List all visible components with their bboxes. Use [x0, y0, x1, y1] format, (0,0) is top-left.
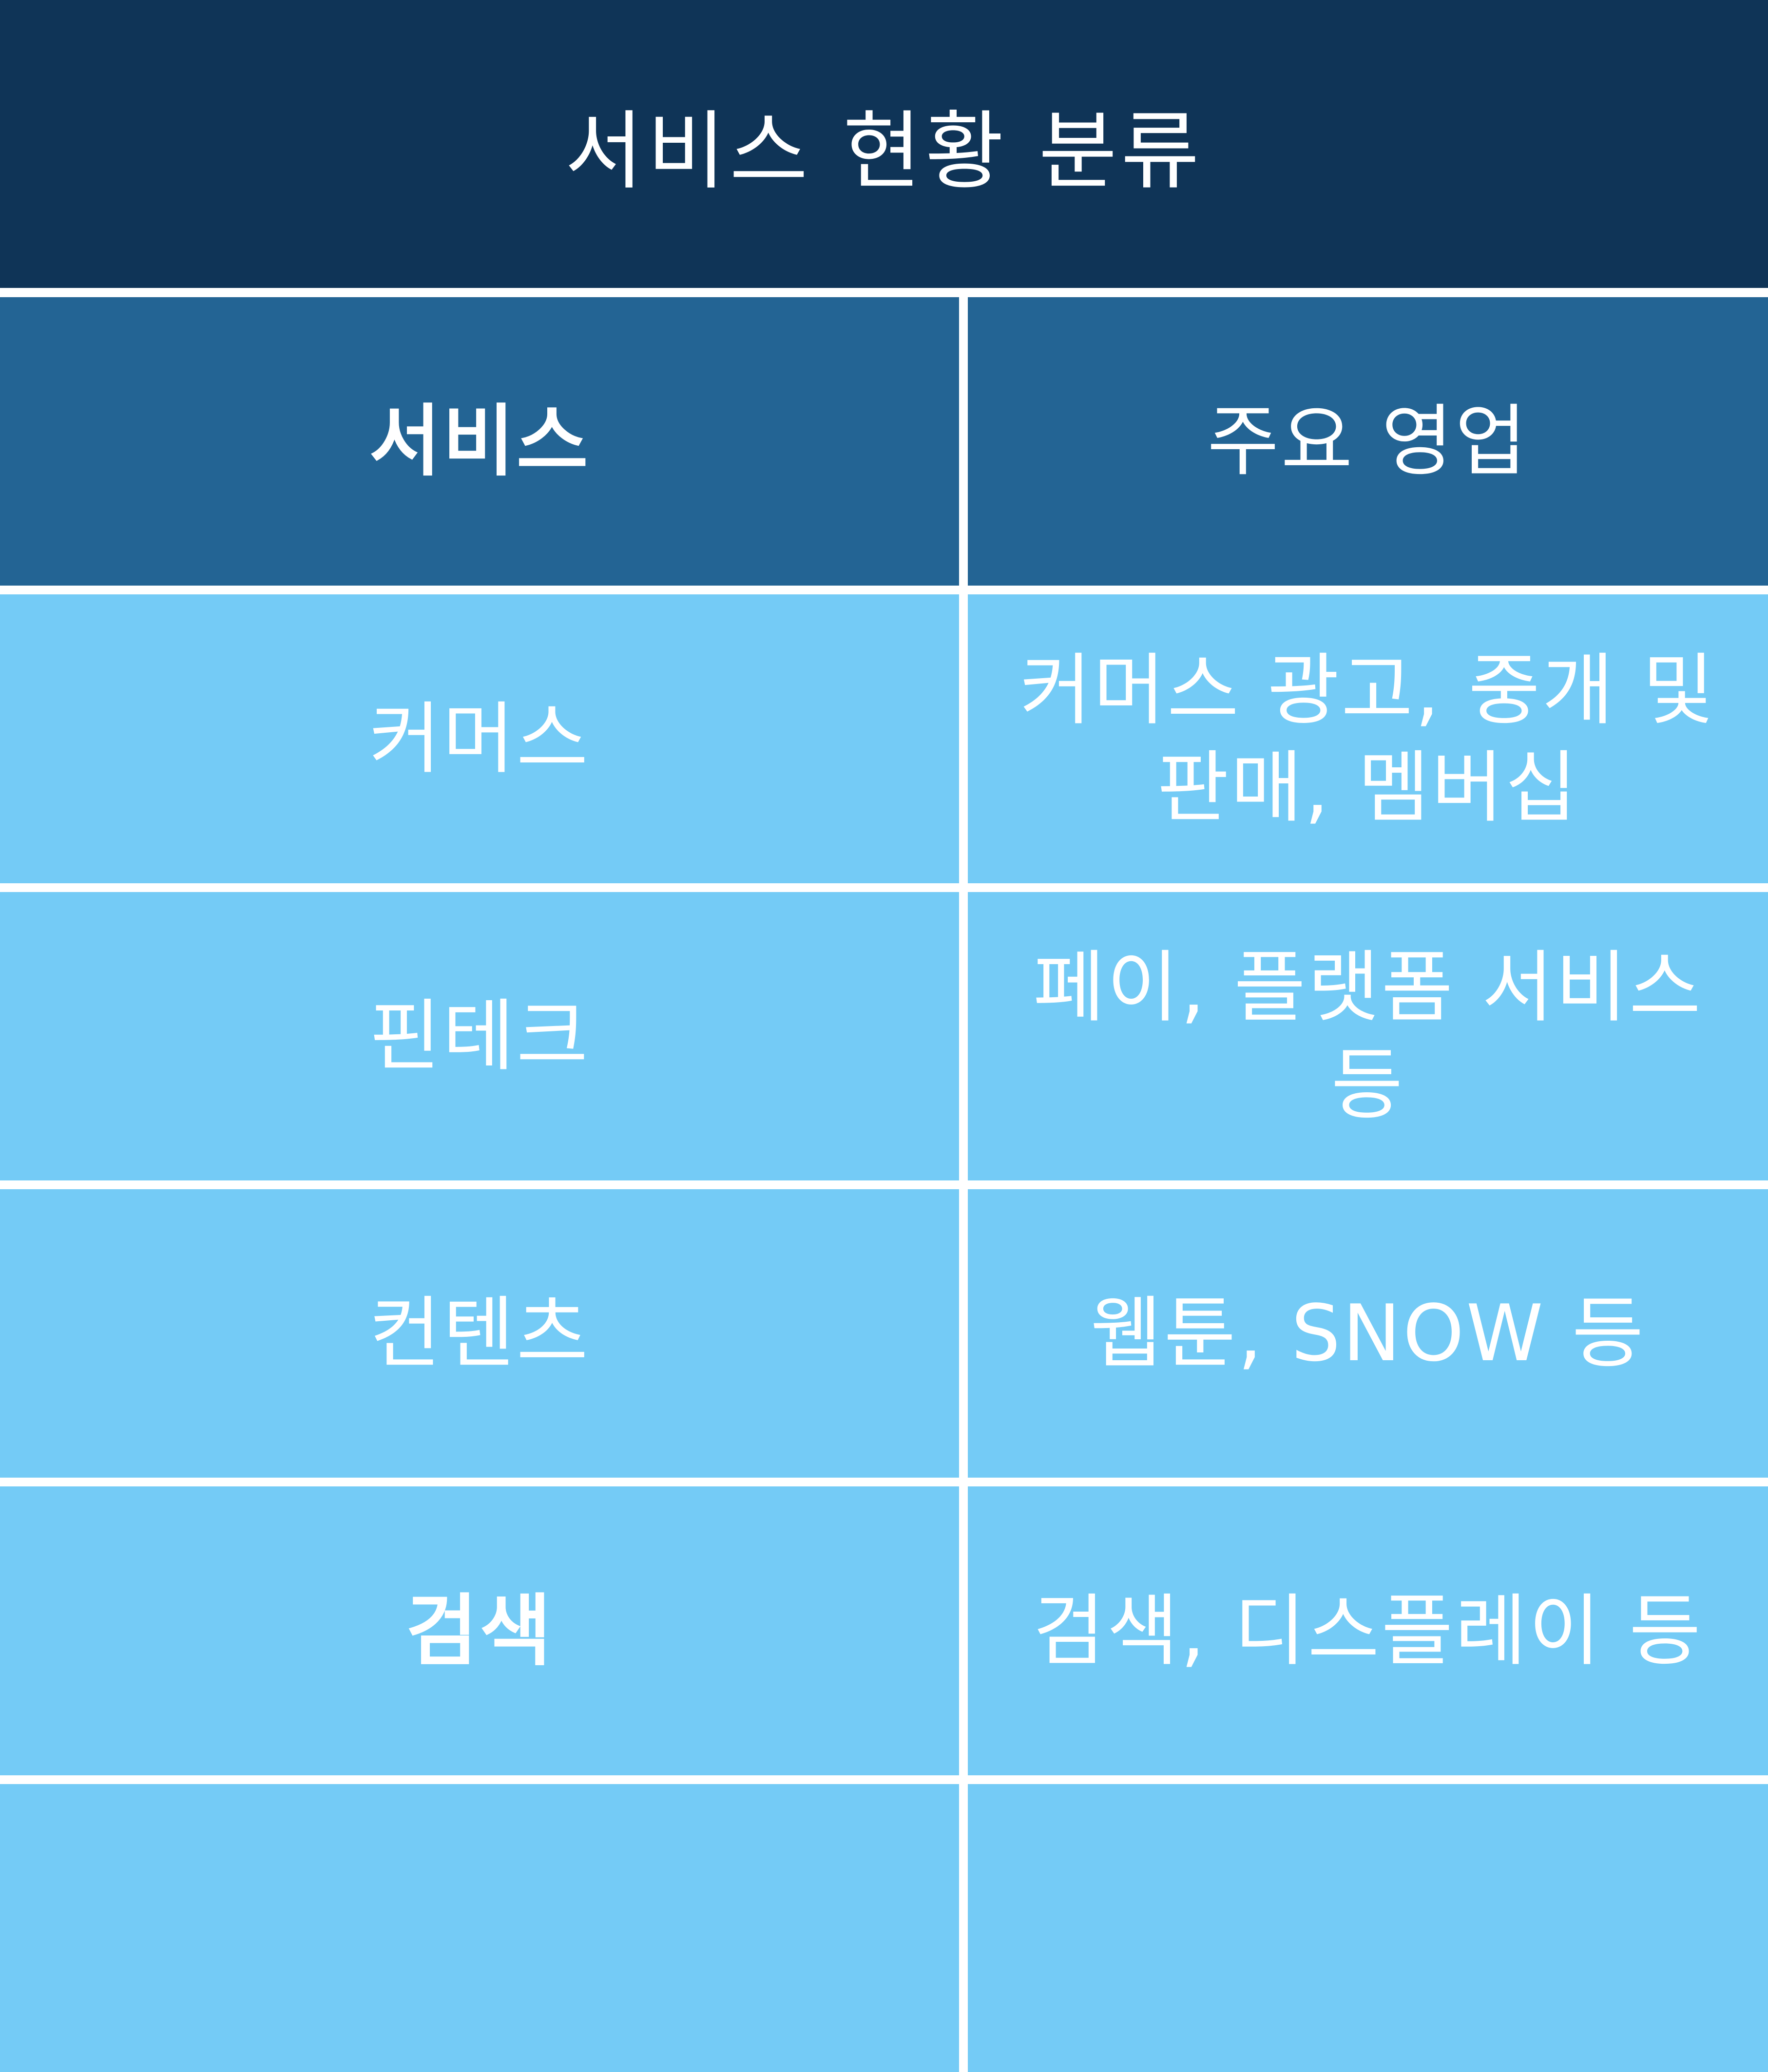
service-cell: 핀테크 — [0, 892, 959, 1180]
empty-service-cell — [0, 1784, 959, 2072]
business-label: 페이, 플랫폼 서비스 등 — [1033, 942, 1703, 1130]
table-title: 서비스 현황 분류 — [564, 102, 1204, 201]
service-cell: 커머스 — [0, 594, 959, 883]
service-label: 핀테크 — [369, 990, 590, 1082]
service-label: 커머스 — [369, 693, 590, 784]
business-cell: 페이, 플랫폼 서비스 등 — [968, 892, 1768, 1180]
service-label: 검색 — [405, 1585, 554, 1676]
table-title-bar: 서비스 현황 분류 — [0, 0, 1768, 288]
business-label: 커머스 광고, 중개 및 판매, 멤버십 — [1019, 644, 1716, 833]
header-cell-business: 주요 영업 — [968, 297, 1768, 586]
service-cell: 검색 — [0, 1486, 959, 1775]
business-label: 웹툰, SNOW 등 — [1090, 1288, 1646, 1379]
business-cell: 웹툰, SNOW 등 — [968, 1189, 1768, 1478]
business-cell: 검색, 디스플레이 등 — [968, 1486, 1768, 1775]
service-table: 서비스 주요 영업 커머스 커머스 광고, 중개 및 판매, 멤버십 핀테크 페… — [0, 297, 1768, 2072]
empty-business-cell — [968, 1784, 1768, 2072]
service-label: 컨텐츠 — [369, 1288, 590, 1379]
header-cell-service: 서비스 — [0, 297, 959, 586]
service-cell: 컨텐츠 — [0, 1189, 959, 1478]
header-label-service: 서비스 — [369, 396, 590, 487]
business-label: 검색, 디스플레이 등 — [1033, 1585, 1703, 1676]
business-cell: 커머스 광고, 중개 및 판매, 멤버십 — [968, 594, 1768, 883]
header-label-business: 주요 영업 — [1207, 396, 1529, 487]
